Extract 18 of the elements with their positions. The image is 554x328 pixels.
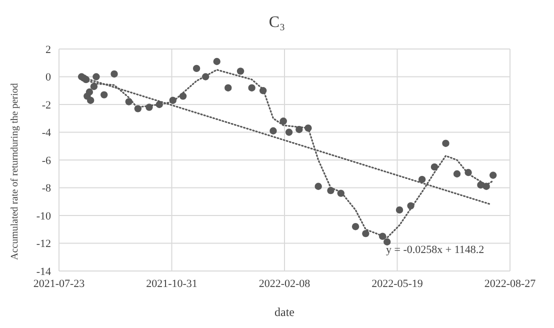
y-tick-label: -10 [36, 210, 52, 222]
y-tick-label: -4 [42, 127, 52, 140]
y-tick-label: 0 [46, 72, 52, 84]
x-tick-label: 2022-08-27 [484, 278, 536, 290]
x-tick-label: 2022-05-19 [372, 278, 424, 290]
x-tick-label: 2021-10-31 [146, 278, 198, 290]
y-tick-label: -8 [42, 182, 52, 195]
y-tick-label: -2 [42, 99, 51, 112]
y-axis-title: Accumulated rate of returnduring the period [10, 83, 21, 260]
x-tick-label: 2022-02-08 [258, 278, 311, 290]
y-tick-label: -6 [42, 154, 52, 167]
y-tick-label: -12 [36, 238, 51, 250]
x-tick-label: 2021-07-23 [33, 278, 86, 290]
y-tick-label: -14 [36, 266, 52, 278]
chart-title: C₃ [268, 14, 286, 32]
x-axis-title: date [274, 305, 294, 319]
y-tick-label: 2 [46, 44, 51, 56]
annotation: y = -0.0258x + 1148.2 [386, 244, 484, 256]
